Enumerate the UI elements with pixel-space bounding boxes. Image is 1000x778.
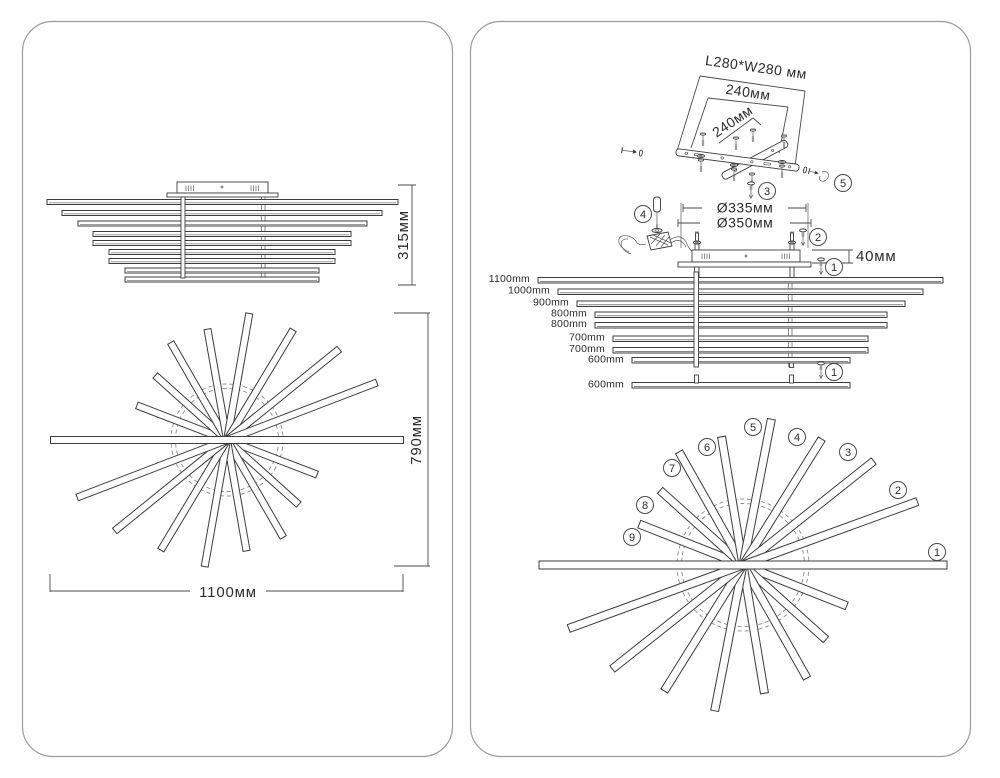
bar-label: 800mm (551, 308, 587, 320)
svg-text:4: 4 (640, 209, 646, 221)
svg-text:3: 3 (845, 447, 851, 459)
callout-1: 1 (817, 360, 843, 381)
dimension-canopy-height: 40мм (812, 248, 897, 265)
bolt-icon (802, 166, 829, 182)
bar-label: 800mm (551, 318, 587, 330)
led-bar-stack (46, 199, 399, 283)
svg-text:5: 5 (840, 178, 846, 190)
dim-label-1100: 1100мм (199, 584, 257, 601)
dim-label-350: Ø350мм (717, 215, 774, 231)
bar-callout-4: 4 (788, 428, 806, 446)
svg-text:1: 1 (831, 367, 837, 379)
led-bar-starburst (50, 312, 404, 568)
bar-number-callouts: 1 2 3 4 5 6 7 8 9 (623, 418, 946, 561)
dimension-width-1100: 1100мм (49, 574, 404, 601)
stem-rod (180, 196, 186, 279)
stem-rod (693, 271, 699, 368)
vent-hatch-icon (185, 185, 259, 191)
svg-text:6: 6 (704, 442, 710, 454)
dim-label-plate-inner: 240мм (725, 81, 772, 103)
led-bar-starburst (538, 417, 948, 713)
callout-1: 1 (817, 256, 843, 276)
dimension-height-790: 790мм (394, 312, 430, 567)
bar-callout-7: 7 (663, 459, 681, 477)
callout-3: 3 (747, 180, 776, 200)
bar-length-labels: 1100mm 1000mm 900mm 800mm 800mm 700mm 70… (489, 273, 624, 391)
bar-callout-2: 2 (889, 481, 907, 499)
side-view: 315мм (46, 181, 416, 286)
panel-left: 315мм 790мм (21, 20, 454, 758)
svg-text:2: 2 (815, 232, 821, 244)
canopy (677, 231, 812, 268)
svg-text:1: 1 (934, 547, 940, 559)
numbered-plan-view: 1 2 3 4 5 6 7 8 9 (538, 417, 948, 713)
bar-callout-1: 1 (928, 543, 946, 561)
wire-connector-icon (618, 231, 695, 255)
callout-2: 2 (799, 227, 827, 246)
mounting-bracket (675, 139, 800, 180)
bar-label: 900mm (533, 297, 569, 309)
bar-stack-view: 1100mm 1000mm 900mm 800mm 800mm 700mm 70… (489, 266, 944, 391)
canopy (166, 181, 279, 198)
bar-callout-3: 3 (839, 443, 857, 461)
callout-4: 4 (634, 205, 652, 223)
dim-label-790: 790мм (408, 415, 425, 465)
bolt-icon (621, 147, 643, 157)
led-bar-stack (537, 277, 944, 389)
svg-text:1: 1 (831, 262, 837, 274)
svg-text:5: 5 (750, 422, 756, 434)
dim-label-40: 40мм (856, 248, 897, 265)
callout-5: 5 (834, 174, 852, 192)
panel-right: L280*W280 мм 240мм 240мм (469, 20, 972, 758)
bar-label: 700mm (569, 343, 605, 355)
plan-view: 790мм 1100мм (49, 312, 430, 601)
hook-clip-icon (819, 171, 829, 182)
screwdriver-icon (651, 196, 663, 233)
bar-callout-6: 6 (698, 438, 716, 456)
dim-label-315: 315мм (395, 210, 412, 260)
svg-text:4: 4 (794, 432, 800, 444)
bar-callout-9: 9 (623, 528, 641, 546)
bar-callout-8: 8 (636, 496, 654, 514)
svg-text:8: 8 (642, 500, 648, 512)
bar-label: 600mm (588, 379, 624, 391)
dimension-height-315: 315мм (395, 184, 416, 286)
bar-label: 600mm (588, 354, 624, 366)
bar-label: 1000mm (508, 285, 550, 297)
dim-label-335: Ø335мм (717, 200, 774, 216)
bar-label: 1100mm (489, 273, 530, 285)
dimension-canopy-diameters: Ø335мм Ø350мм (677, 200, 812, 248)
bar-label: 700mm (569, 332, 605, 344)
bar-callout-5: 5 (744, 418, 762, 436)
svg-text:3: 3 (764, 186, 770, 198)
svg-text:7: 7 (669, 463, 675, 475)
svg-text:2: 2 (895, 485, 901, 497)
svg-text:9: 9 (629, 532, 635, 544)
vent-hatch-icon (701, 253, 790, 259)
